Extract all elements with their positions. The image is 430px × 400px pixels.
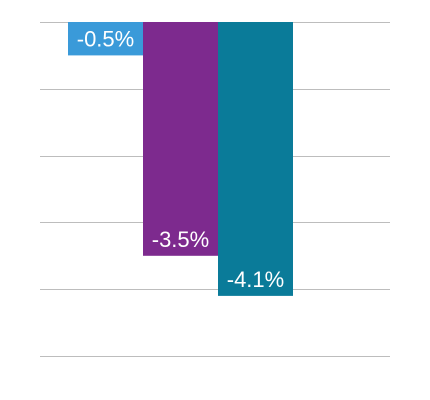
bars [68, 22, 293, 296]
data-labels: -0.5% -3.5% -4.1% [77, 26, 284, 291]
bar-value-label: -4.1% [227, 267, 284, 292]
bar-value-label: -0.5% [77, 26, 134, 51]
bar [143, 22, 218, 256]
bar-value-label: -3.5% [152, 227, 209, 252]
bar [218, 22, 293, 296]
bar [68, 22, 143, 56]
